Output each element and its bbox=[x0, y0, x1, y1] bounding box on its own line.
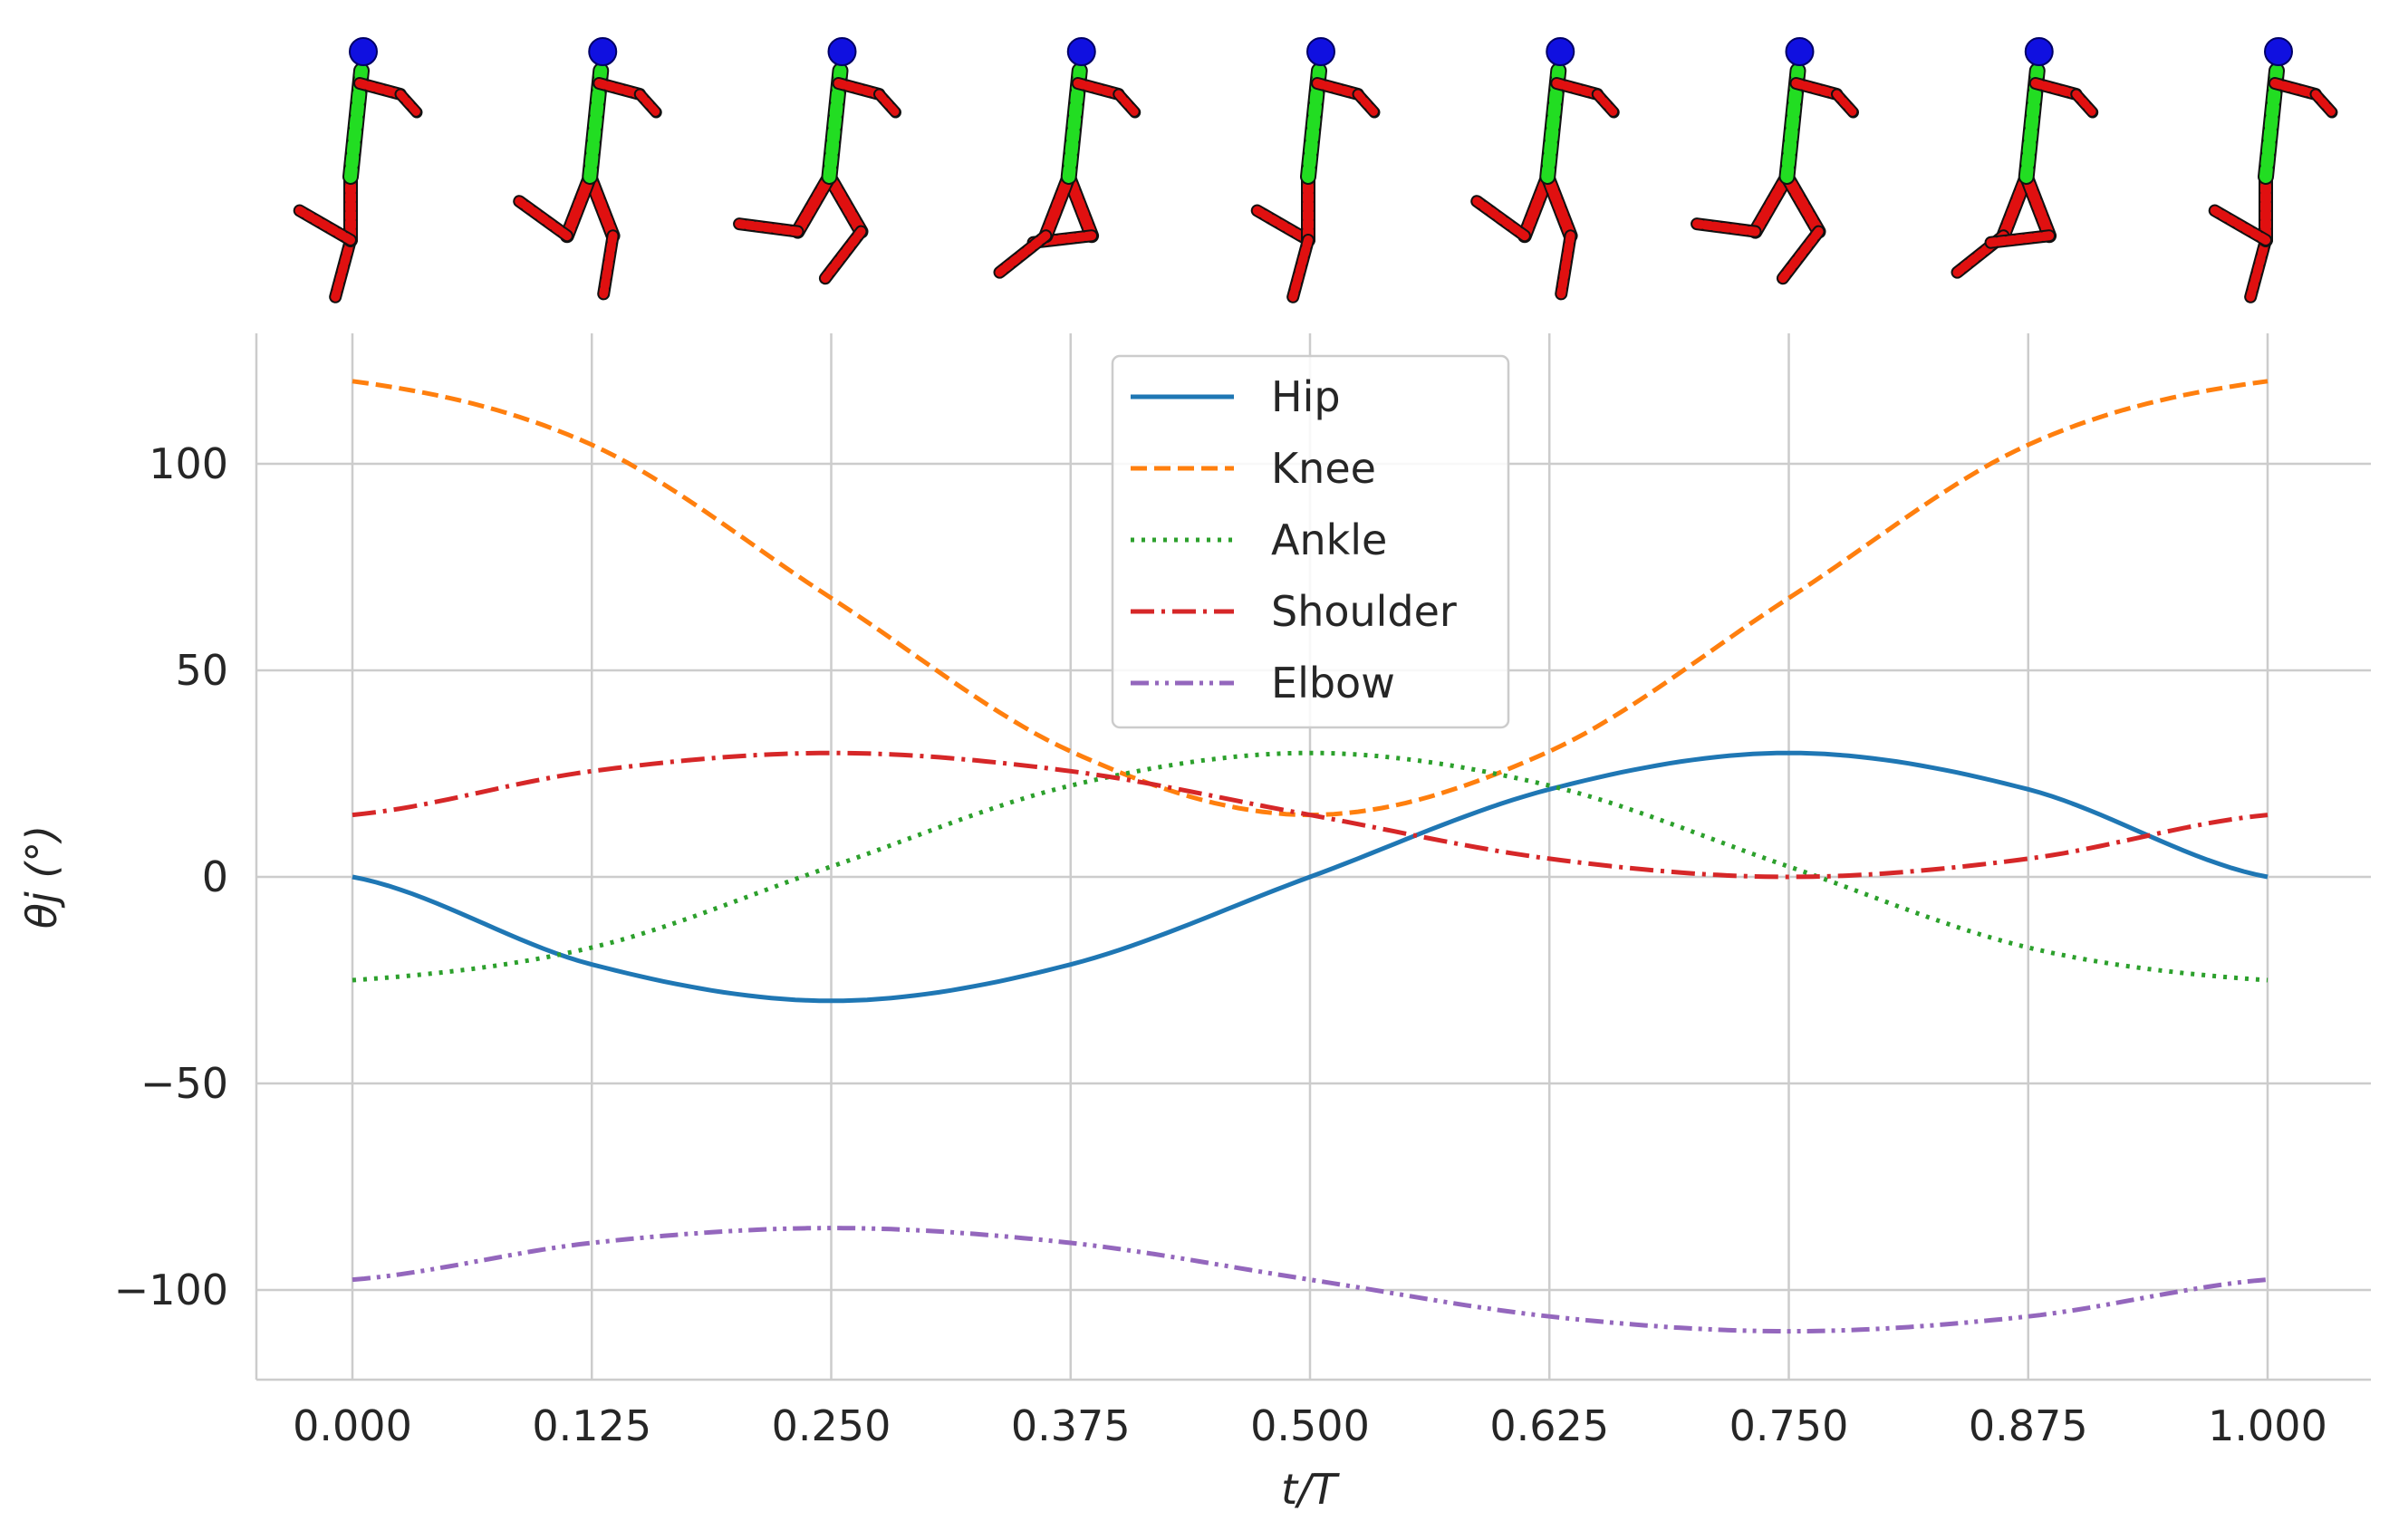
limb bbox=[875, 90, 900, 117]
limb bbox=[833, 79, 884, 99]
y-tick-label: 0 bbox=[202, 852, 228, 901]
limb bbox=[1252, 206, 1313, 245]
limb bbox=[2020, 171, 2056, 242]
limb bbox=[1986, 231, 2055, 247]
limb bbox=[294, 206, 355, 245]
limb bbox=[561, 171, 596, 242]
series-line-ankle bbox=[352, 750, 2269, 983]
limb bbox=[1313, 79, 1363, 99]
limb bbox=[1781, 171, 1825, 237]
limb bbox=[635, 90, 660, 117]
limb bbox=[2270, 79, 2320, 99]
limb bbox=[1791, 79, 1842, 99]
head bbox=[1785, 37, 1815, 66]
limb bbox=[1749, 171, 1793, 237]
limb bbox=[792, 171, 835, 237]
legend-label: Elbow bbox=[1271, 659, 1395, 707]
head bbox=[349, 37, 378, 66]
limb bbox=[995, 231, 1051, 277]
y-tick-label: 100 bbox=[149, 439, 228, 488]
pose-figure bbox=[1470, 37, 1620, 301]
pose-figure bbox=[993, 37, 1142, 279]
limb bbox=[1552, 79, 1603, 99]
legend: Hip Knee Ankle Shoulder Elbow bbox=[1111, 354, 1510, 729]
legend-label: Knee bbox=[1271, 444, 1376, 493]
limb bbox=[1542, 171, 1576, 242]
head bbox=[588, 37, 618, 66]
pose-strip bbox=[293, 37, 2338, 303]
pose-figure bbox=[2208, 37, 2338, 303]
limb bbox=[1040, 171, 1074, 242]
y-tick-label: −100 bbox=[114, 1266, 228, 1314]
legend-label: Shoulder bbox=[1271, 587, 1457, 636]
x-tick-label: 0.250 bbox=[772, 1401, 891, 1450]
series-line-hip bbox=[352, 750, 2269, 1004]
limb bbox=[735, 219, 803, 236]
pose-figure bbox=[1951, 37, 2099, 279]
legend-label: Ankle bbox=[1271, 515, 1387, 564]
limb bbox=[1556, 231, 1575, 299]
x-tick-label: 0.875 bbox=[1969, 1401, 2088, 1450]
limb bbox=[599, 231, 618, 299]
limb bbox=[2246, 236, 2270, 302]
series-line-shoulder bbox=[352, 750, 2269, 880]
limb bbox=[2072, 90, 2097, 117]
x-tick-label: 1.000 bbox=[2208, 1401, 2327, 1450]
legend-label: Hip bbox=[1271, 372, 1341, 421]
head bbox=[2024, 37, 2054, 66]
limb bbox=[355, 79, 405, 99]
limb bbox=[820, 226, 866, 284]
axes-spines bbox=[255, 333, 2371, 1381]
head bbox=[1306, 37, 1335, 66]
limb bbox=[1692, 219, 1760, 236]
x-tick-label: 0.375 bbox=[1011, 1401, 1131, 1450]
head bbox=[827, 37, 857, 66]
x-tick-label: 0.750 bbox=[1729, 1401, 1849, 1450]
limb bbox=[2030, 79, 2081, 99]
limb bbox=[1593, 90, 1618, 117]
pose-figure bbox=[1691, 37, 1859, 285]
limb bbox=[2210, 206, 2270, 245]
y-axis-label: θj (°) bbox=[17, 825, 66, 929]
limb bbox=[1288, 236, 1313, 302]
pose-figure bbox=[733, 37, 901, 285]
pose-figure bbox=[293, 37, 423, 303]
limb bbox=[2311, 90, 2336, 117]
x-tick-label: 0.125 bbox=[532, 1401, 651, 1450]
pose-figure bbox=[1250, 37, 1381, 303]
limb bbox=[396, 90, 421, 117]
limb bbox=[1777, 226, 1824, 284]
x-tick-label: 0.500 bbox=[1250, 1401, 1370, 1450]
head bbox=[1066, 37, 1096, 66]
y-tick-label: −50 bbox=[140, 1059, 228, 1108]
y-tick-labels: 100 50 0 −50 −100 bbox=[114, 439, 228, 1314]
limb bbox=[1353, 90, 1379, 117]
limb bbox=[1073, 79, 1123, 99]
x-tick-label: 0.625 bbox=[1489, 1401, 1609, 1450]
limb bbox=[515, 197, 572, 241]
x-tick-label: 0.000 bbox=[293, 1401, 412, 1450]
limb bbox=[594, 79, 645, 99]
plot-lines bbox=[352, 379, 2269, 1334]
legend-frame bbox=[1111, 354, 1510, 729]
head bbox=[1546, 37, 1575, 66]
y-tick-label: 50 bbox=[175, 646, 228, 695]
limb bbox=[331, 236, 355, 302]
limb bbox=[1472, 197, 1529, 241]
series-line-elbow bbox=[352, 1226, 2269, 1334]
pose-figure bbox=[513, 37, 662, 301]
limb bbox=[1833, 90, 1857, 117]
limb bbox=[824, 171, 867, 237]
limb bbox=[1114, 90, 1140, 117]
x-axis-label: t/T bbox=[1281, 1465, 1341, 1514]
head bbox=[2264, 37, 2293, 66]
x-tick-labels: 0.000 0.125 0.250 0.375 0.500 0.625 0.750 0.875… bbox=[293, 1401, 2327, 1450]
